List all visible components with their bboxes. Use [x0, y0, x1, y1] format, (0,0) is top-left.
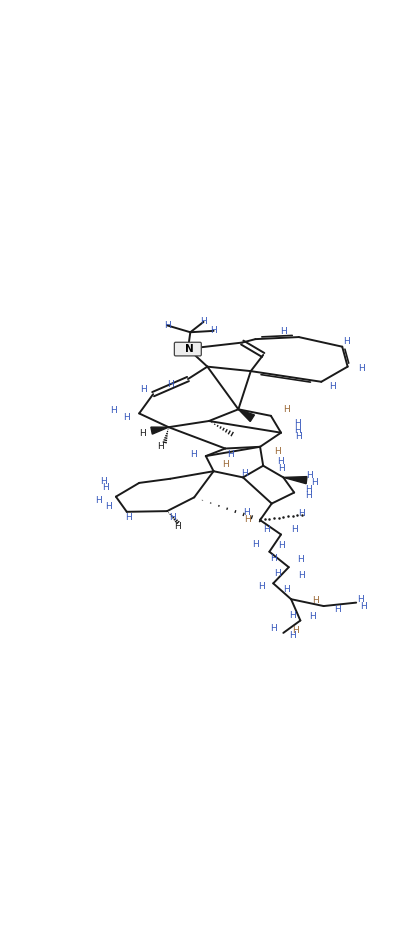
Text: H: H [344, 337, 350, 346]
Text: H: H [289, 611, 296, 620]
Text: H: H [274, 569, 280, 579]
Text: H: H [158, 442, 164, 450]
Text: H: H [110, 406, 117, 415]
Text: H: H [200, 317, 207, 327]
Text: H: H [125, 514, 132, 522]
Text: H: H [252, 540, 259, 548]
Text: H: H [100, 477, 107, 486]
Text: H: H [278, 464, 285, 473]
Text: H: H [299, 510, 305, 518]
Text: H: H [291, 525, 297, 534]
Text: H: H [292, 626, 299, 634]
Text: H: H [124, 413, 130, 422]
Text: H: H [270, 624, 277, 633]
Text: H: H [278, 541, 285, 550]
Text: H: H [102, 482, 109, 492]
Text: H: H [139, 429, 146, 437]
Text: H: H [175, 522, 181, 531]
Text: H: H [294, 426, 301, 435]
Text: N: N [185, 344, 193, 354]
Text: H: H [283, 406, 290, 414]
Text: H: H [96, 497, 102, 505]
Text: H: H [258, 582, 265, 591]
Text: H: H [244, 514, 251, 524]
Text: H: H [313, 596, 319, 605]
Polygon shape [238, 410, 254, 422]
Text: H: H [280, 327, 287, 336]
Text: H: H [306, 470, 313, 480]
Text: H: H [270, 554, 277, 563]
Text: H: H [277, 457, 284, 465]
Polygon shape [283, 477, 307, 483]
Text: H: H [295, 432, 302, 441]
Text: H: H [357, 596, 364, 604]
Text: H: H [361, 601, 367, 611]
Text: H: H [169, 514, 176, 522]
Text: H: H [227, 450, 234, 459]
Text: H: H [305, 491, 311, 499]
Text: H: H [358, 364, 365, 373]
Text: H: H [243, 508, 249, 516]
Text: H: H [299, 570, 305, 580]
Text: H: H [309, 612, 316, 621]
Text: H: H [263, 525, 270, 534]
Text: H: H [210, 327, 217, 335]
Text: H: H [241, 469, 248, 478]
Text: H: H [167, 380, 173, 389]
Text: H: H [105, 502, 111, 512]
Polygon shape [151, 427, 168, 434]
Text: H: H [283, 585, 290, 594]
Text: H: H [305, 484, 311, 494]
Text: H: H [330, 382, 336, 391]
Text: H: H [294, 418, 301, 428]
Text: H: H [164, 321, 171, 329]
Text: H: H [222, 460, 229, 469]
Text: H: H [334, 605, 341, 614]
Text: H: H [274, 447, 280, 457]
Text: H: H [311, 479, 318, 487]
Text: H: H [289, 632, 296, 640]
Text: H: H [190, 450, 197, 459]
FancyBboxPatch shape [174, 343, 201, 356]
Text: H: H [140, 385, 147, 394]
Text: H: H [297, 555, 304, 565]
